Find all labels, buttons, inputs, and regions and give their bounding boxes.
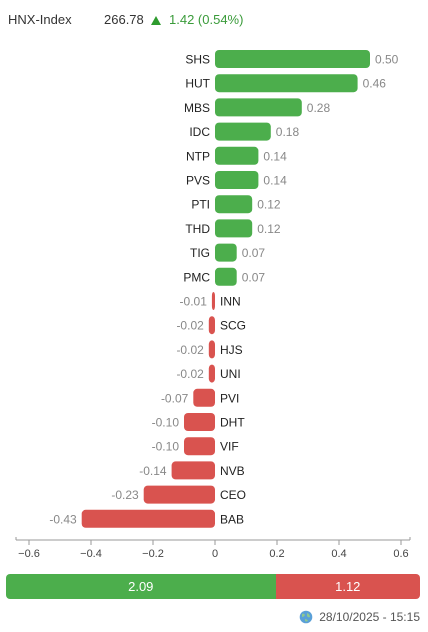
globe-icon: [299, 610, 313, 624]
value-label-bab: -0.43: [49, 512, 77, 526]
category-label-pvi: PVI: [220, 391, 239, 405]
category-label-shs: SHS: [185, 53, 210, 67]
bar-dht: [184, 413, 215, 431]
bar-inn: [211, 292, 215, 310]
value-label-pti: 0.12: [257, 198, 281, 212]
value-label-pmc: 0.07: [242, 270, 266, 284]
value-label-inn: -0.01: [180, 295, 208, 309]
value-label-scg: -0.02: [176, 319, 204, 333]
x-tick-label: −0.2: [142, 548, 164, 560]
x-tick-label: −0.4: [80, 548, 102, 560]
category-label-ntp: NTP: [186, 149, 210, 163]
timestamp: 28/10/2025 - 15:15: [319, 610, 420, 624]
bar-mbs: [215, 98, 302, 117]
category-label-pti: PTI: [191, 198, 210, 212]
decline-total-label: 1.12: [335, 579, 361, 594]
category-label-vif: VIF: [220, 440, 239, 454]
bar-nvb: [171, 461, 215, 480]
bar-hjs: [208, 340, 215, 359]
bar-thd: [215, 219, 253, 238]
bar-pmc: [215, 267, 237, 286]
category-label-thd: THD: [185, 222, 210, 236]
value-label-dht: -0.10: [152, 416, 180, 430]
index-name: HNX-Index: [8, 12, 72, 27]
bar-shs: [215, 50, 370, 68]
category-label-nvb: NVB: [220, 464, 245, 478]
advance-total-label: 2.09: [128, 579, 154, 594]
bar-tig: [215, 243, 237, 262]
value-label-vif: -0.10: [152, 440, 180, 454]
up-arrow-icon: [151, 16, 162, 25]
value-label-pvs: 0.14: [263, 174, 287, 188]
category-label-pmc: PMC: [183, 270, 210, 284]
bar-pti: [215, 195, 253, 214]
index-header: HNX-Index 266.78 1.42 (0.54%): [8, 12, 243, 27]
advance-total-bar: 2.09: [6, 574, 276, 599]
bar-ntp: [215, 146, 259, 165]
category-label-tig: TIG: [190, 246, 210, 260]
value-label-nvb: -0.14: [139, 464, 167, 478]
category-label-idc: IDC: [189, 125, 210, 139]
contribution-bar-chart: SHS 0.50 HUT 0.46 MBS 0.28 IDC 0.18 NTP 0.14 PVS 0.…: [15, 50, 411, 560]
bar-scg: [208, 316, 215, 335]
value-label-ntp: 0.14: [263, 149, 287, 163]
bar-pvs: [215, 171, 259, 189]
summary-bar: 2.09 1.12: [6, 574, 420, 599]
x-tick-label: −0.6: [18, 548, 40, 560]
category-label-inn: INN: [220, 295, 241, 309]
category-label-hut: HUT: [185, 77, 210, 91]
bar-idc: [215, 122, 271, 141]
bar-vif: [184, 437, 215, 456]
value-label-hut: 0.46: [363, 77, 387, 91]
value-label-mbs: 0.28: [307, 101, 331, 115]
decline-total-bar: 1.12: [275, 574, 420, 599]
index-price-group: 266.78 1.42 (0.54%): [104, 12, 243, 27]
index-price: 266.78: [104, 12, 144, 27]
category-label-bab: BAB: [220, 512, 244, 526]
category-label-mbs: MBS: [184, 101, 210, 115]
bar-bab: [81, 509, 215, 528]
x-tick-label: 0.2: [269, 548, 284, 560]
bar-pvi: [193, 388, 215, 407]
category-label-scg: SCG: [220, 319, 246, 333]
index-change: 1.42 (0.54%): [169, 12, 244, 27]
bar-ceo: [143, 485, 215, 504]
value-label-pvi: -0.07: [161, 391, 189, 405]
timestamp-footer: 28/10/2025 - 15:15: [299, 610, 420, 624]
bar-hut: [215, 74, 358, 93]
bar-uni: [208, 364, 215, 383]
value-label-tig: 0.07: [242, 246, 266, 260]
category-label-dht: DHT: [220, 416, 245, 430]
category-label-uni: UNI: [220, 367, 241, 381]
value-label-hjs: -0.02: [176, 343, 204, 357]
category-label-hjs: HJS: [220, 343, 243, 357]
value-label-ceo: -0.23: [111, 488, 139, 502]
value-label-shs: 0.50: [375, 53, 399, 67]
x-tick-label: 0.4: [331, 548, 346, 560]
x-tick-label: 0.6: [393, 548, 408, 560]
value-label-thd: 0.12: [257, 222, 281, 236]
category-label-ceo: CEO: [220, 488, 246, 502]
category-label-pvs: PVS: [186, 174, 210, 188]
x-tick-label: 0: [212, 548, 218, 560]
value-label-idc: 0.18: [276, 125, 300, 139]
value-label-uni: -0.02: [176, 367, 204, 381]
